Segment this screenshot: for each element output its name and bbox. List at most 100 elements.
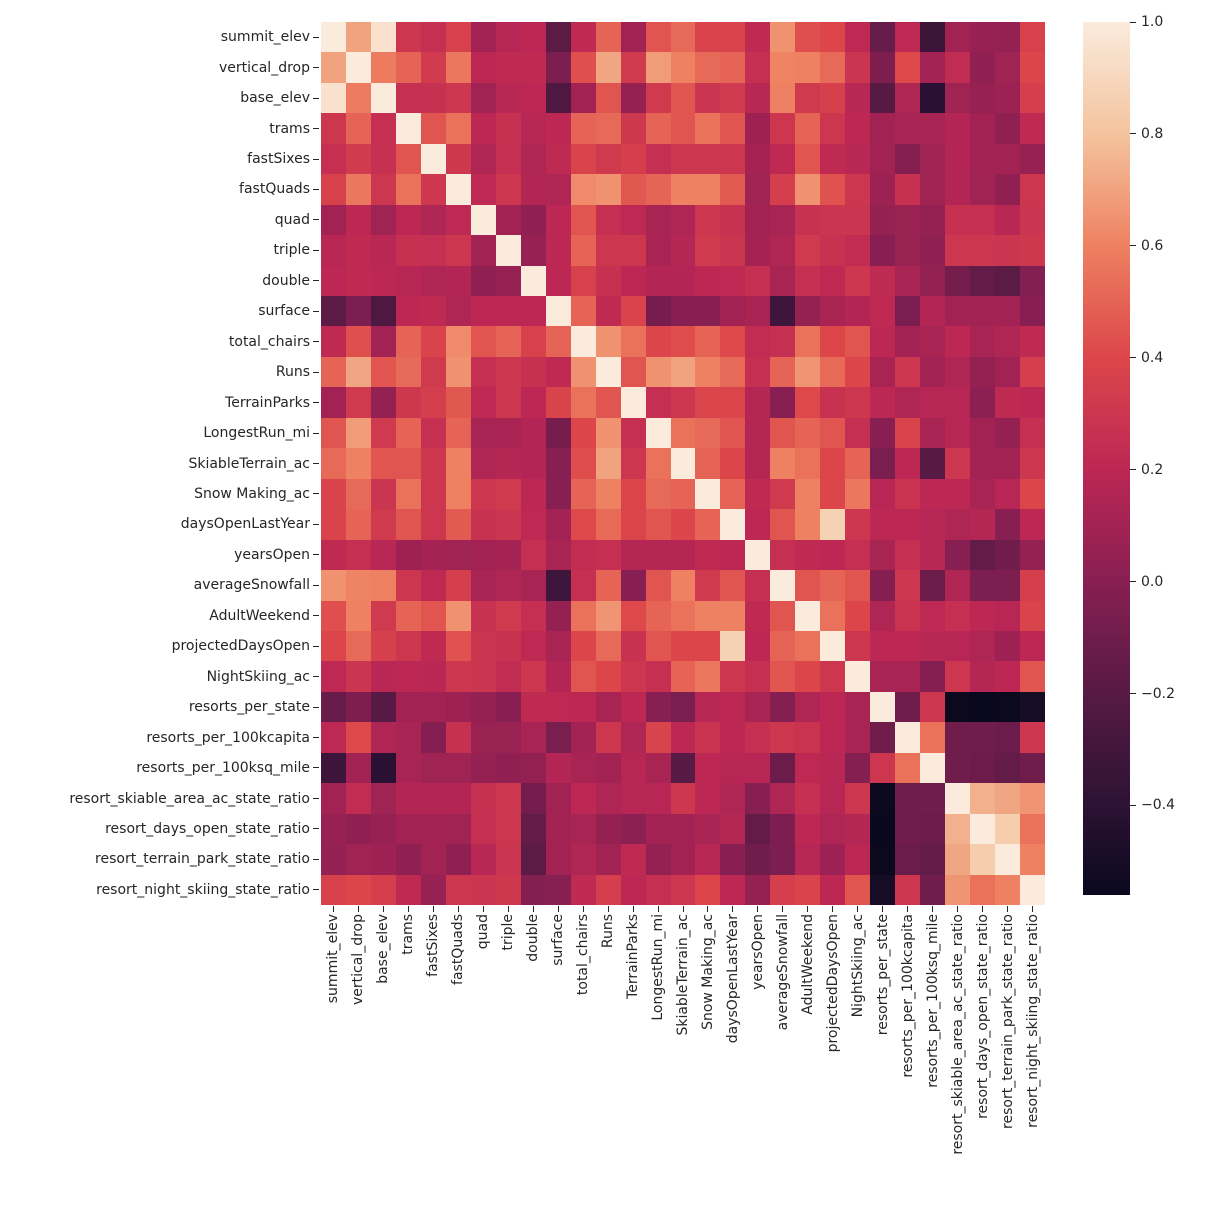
heatmap-cell: [345, 204, 371, 236]
heatmap-cell: [695, 844, 721, 875]
heatmap-cell: [370, 783, 396, 814]
x-tick-label: LongestRun_mi: [650, 914, 667, 1021]
heatmap-cell: [995, 387, 1021, 418]
y-tick-mark: [313, 280, 319, 282]
heatmap-cell: [345, 844, 371, 875]
y-tick-label: fastQuads: [239, 181, 310, 198]
heatmap-cell: [845, 722, 871, 753]
heatmap-cell: [495, 235, 521, 266]
heatmap-cell: [695, 387, 721, 418]
heatmap-cell: [495, 783, 521, 814]
heatmap-cell: [945, 235, 971, 266]
colorbar-tick-label: 0.0: [1141, 573, 1164, 590]
heatmap-cell: [945, 630, 971, 662]
heatmap-cell: [545, 296, 571, 327]
heatmap-cell: [920, 570, 946, 601]
heatmap-cell: [595, 387, 621, 418]
heatmap-cell: [570, 691, 596, 723]
heatmap-cell: [745, 874, 771, 905]
heatmap-cell: [520, 844, 546, 875]
heatmap-cell: [645, 691, 671, 723]
heatmap-cell: [420, 661, 446, 692]
heatmap-cell: [820, 691, 846, 723]
heatmap-cell: [645, 235, 671, 266]
heatmap-cell: [445, 296, 471, 327]
heatmap-cell: [470, 143, 496, 175]
heatmap-cell: [420, 113, 446, 144]
heatmap-cell: [945, 417, 971, 449]
heatmap-cell: [520, 113, 546, 144]
heatmap-cell: [570, 52, 596, 83]
heatmap-cell: [321, 52, 346, 83]
heatmap-cell: [495, 417, 521, 449]
heatmap-cell: [895, 752, 921, 784]
heatmap-cell: [420, 265, 446, 297]
heatmap-cell: [1020, 22, 1045, 53]
y-tick-mark: [313, 219, 319, 221]
y-tick-label: vertical_drop: [219, 59, 310, 76]
heatmap-cell: [920, 874, 946, 905]
x-tick-mark: [357, 906, 359, 912]
heatmap-cell: [920, 326, 946, 357]
heatmap-cell: [920, 630, 946, 662]
heatmap-cell: [845, 630, 871, 662]
y-tick-mark: [313, 523, 319, 525]
heatmap-cell: [945, 509, 971, 540]
heatmap-cell: [720, 296, 746, 327]
heatmap-cell: [420, 235, 446, 266]
y-tick-label: double: [262, 272, 310, 289]
heatmap-cell: [970, 235, 996, 266]
heatmap-cell: [820, 326, 846, 357]
heatmap-cell: [395, 296, 421, 327]
heatmap-cell: [570, 235, 596, 266]
heatmap-cell: [420, 52, 446, 83]
heatmap-cell: [445, 143, 471, 175]
heatmap-cell: [395, 874, 421, 905]
heatmap-cell: [370, 509, 396, 540]
heatmap-cell: [795, 356, 821, 388]
heatmap-cell: [870, 570, 896, 601]
heatmap-cell: [495, 296, 521, 327]
heatmap-cell: [920, 478, 946, 510]
x-tick-mark: [882, 906, 884, 912]
heatmap-cell: [870, 22, 896, 53]
heatmap-cell: [895, 509, 921, 540]
heatmap-cell: [645, 600, 671, 631]
y-tick-label: Runs: [275, 364, 310, 381]
x-tick-label: Snow Making_ac: [700, 914, 717, 1030]
heatmap-cell: [570, 143, 596, 175]
heatmap-cell: [345, 143, 371, 175]
heatmap-cell: [720, 813, 746, 845]
x-tick-label: resort_days_open_state_ratio: [974, 914, 991, 1119]
heatmap-cell: [745, 783, 771, 814]
heatmap-cell: [520, 722, 546, 753]
y-tick-mark: [313, 797, 319, 799]
heatmap-cell: [495, 448, 521, 479]
heatmap-cell: [820, 174, 846, 205]
heatmap-cell: [370, 600, 396, 631]
heatmap-cell: [820, 265, 846, 297]
heatmap-cell: [345, 813, 371, 845]
heatmap-cell: [970, 265, 996, 297]
heatmap-cell: [995, 174, 1021, 205]
heatmap-cell: [895, 82, 921, 114]
heatmap-cell: [345, 752, 371, 784]
heatmap-cell: [920, 539, 946, 571]
x-tick-label: surface: [550, 914, 567, 966]
heatmap-cell: [545, 539, 571, 571]
heatmap-cell: [520, 326, 546, 357]
heatmap-cell: [570, 844, 596, 875]
heatmap-cell: [670, 752, 696, 784]
heatmap-cell: [495, 630, 521, 662]
heatmap-cell: [995, 874, 1021, 905]
heatmap-cell: [570, 22, 596, 53]
heatmap-cell: [845, 387, 871, 418]
x-tick-mark: [757, 906, 759, 912]
heatmap-cell: [645, 52, 671, 83]
heatmap-cell: [595, 356, 621, 388]
heatmap-cell: [795, 296, 821, 327]
heatmap-cell: [495, 478, 521, 510]
x-tick-mark: [682, 906, 684, 912]
heatmap-cell: [970, 752, 996, 784]
colorbar-tick-label: 0.4: [1141, 349, 1164, 366]
